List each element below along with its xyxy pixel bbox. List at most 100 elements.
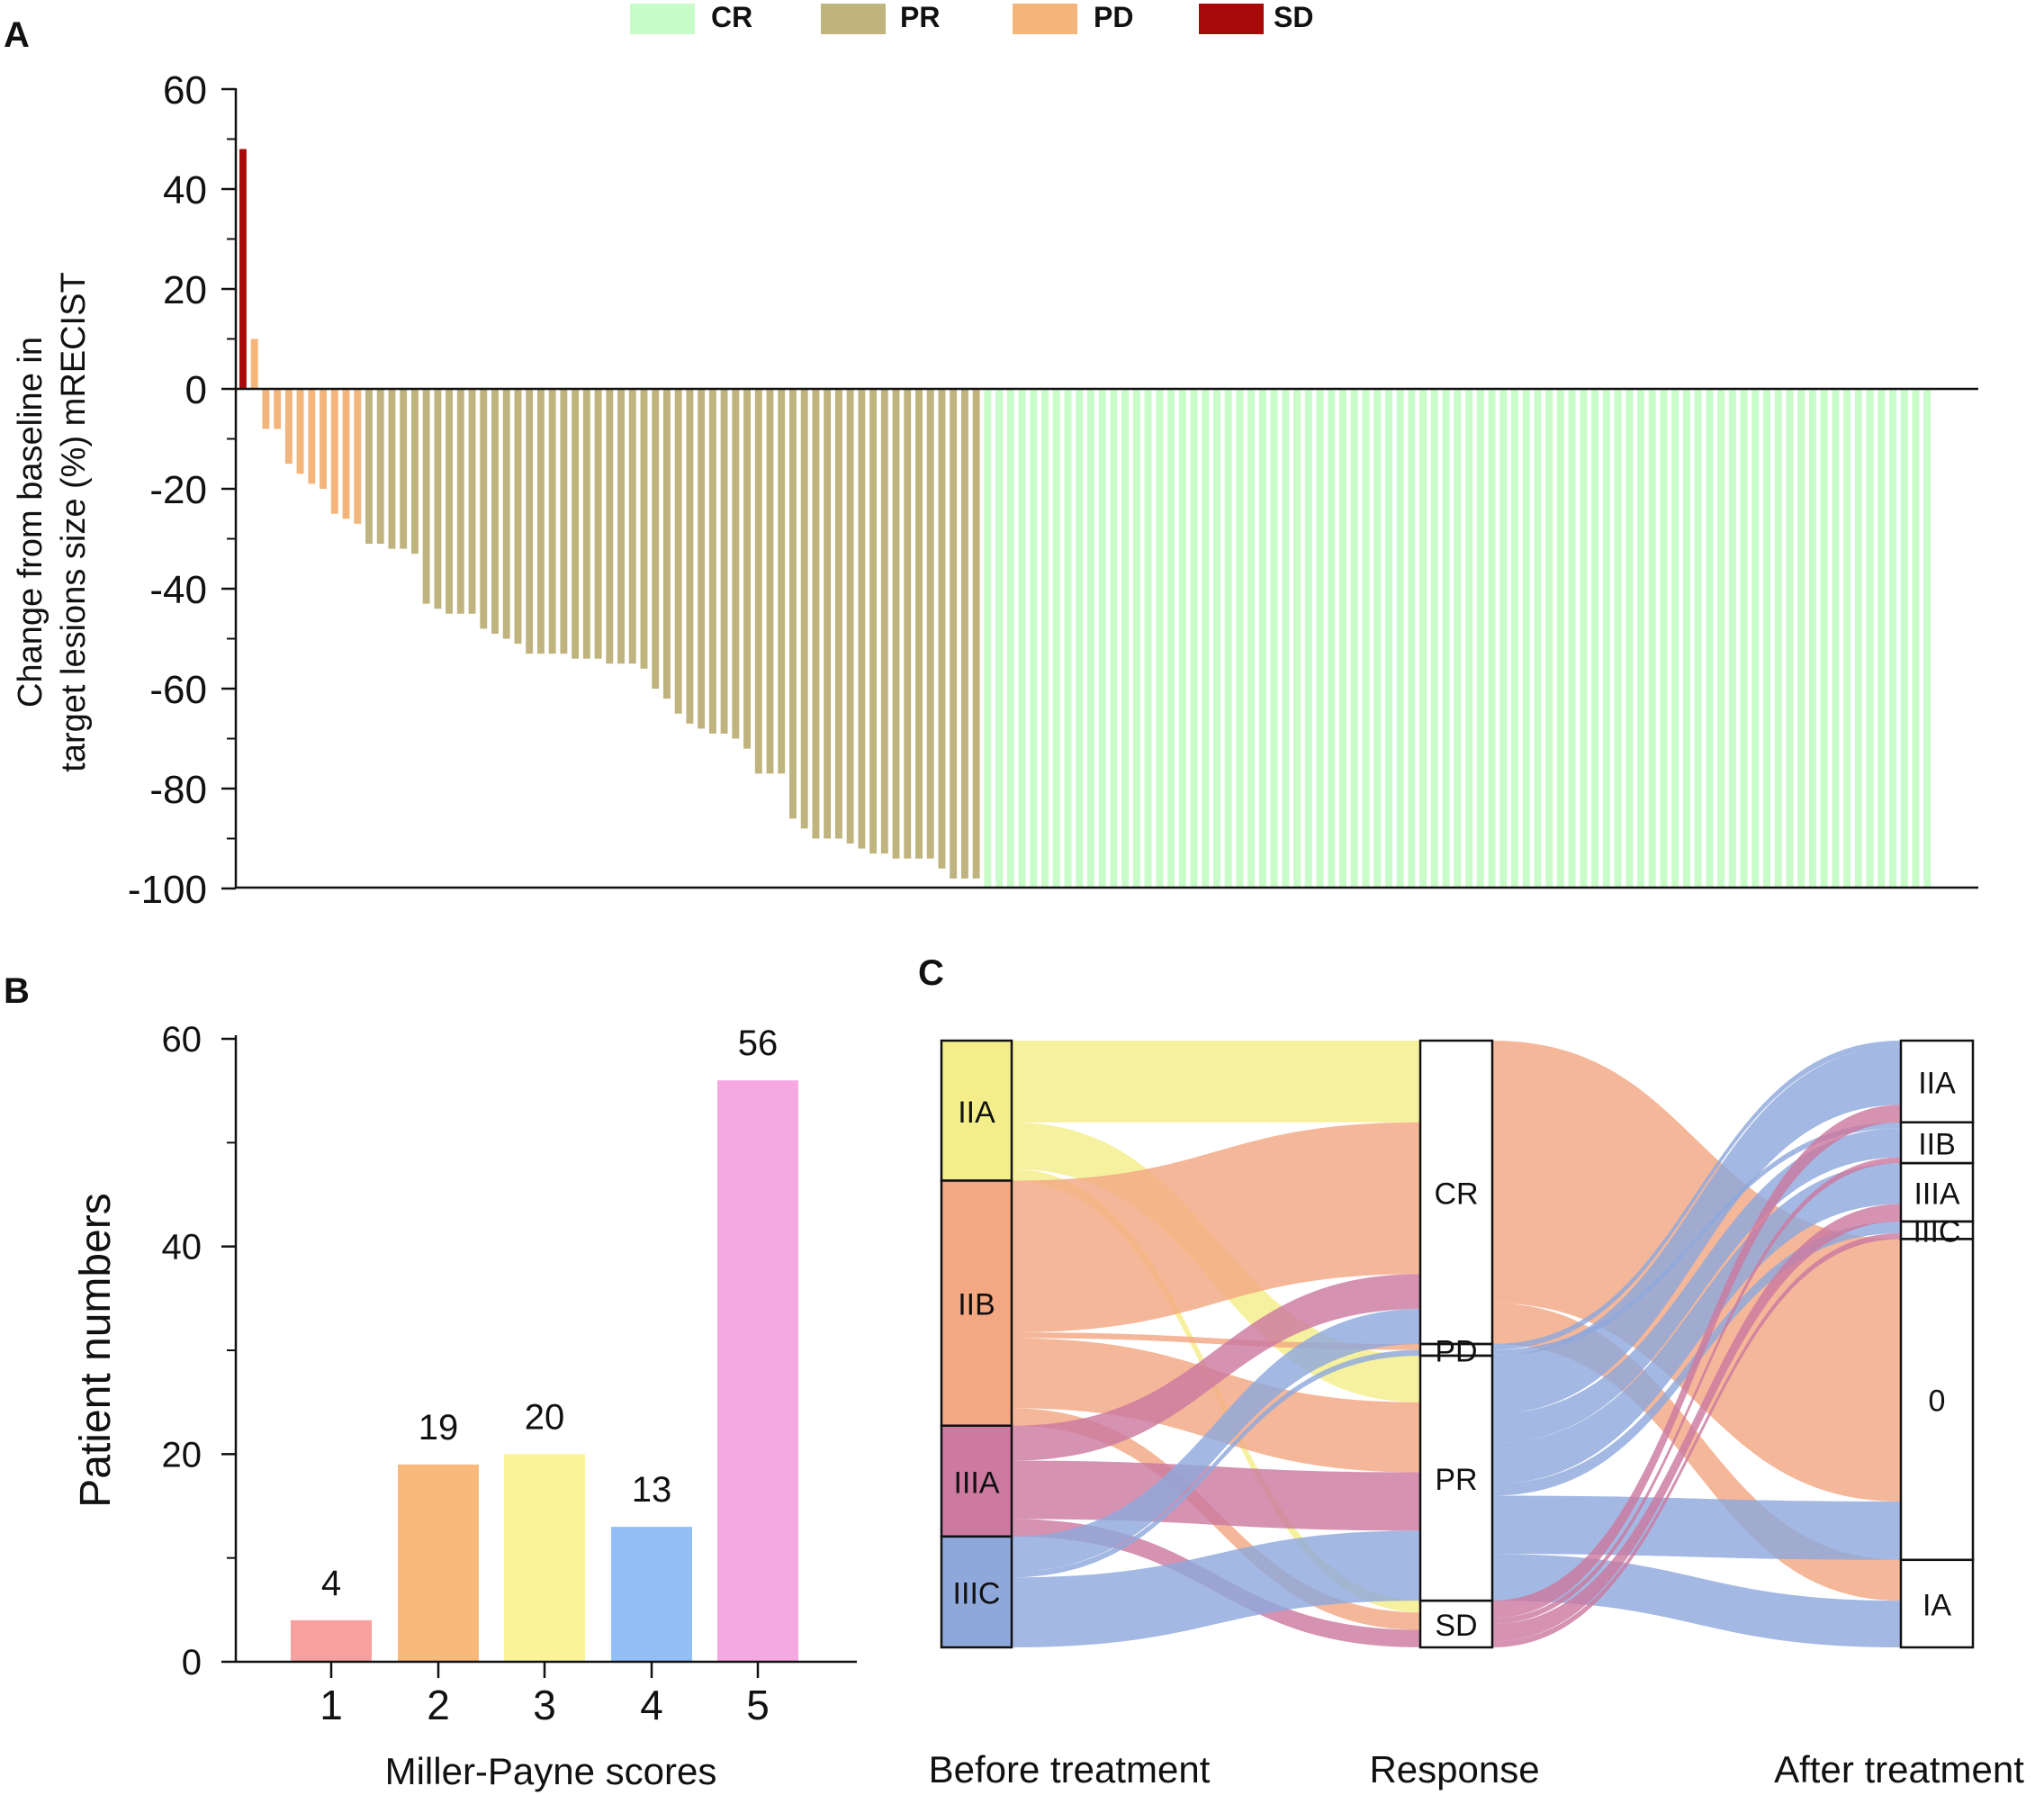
bar-cr	[1534, 389, 1542, 888]
legend-swatch-pd	[1013, 4, 1077, 34]
bar-cr	[1786, 389, 1794, 888]
bar-pr	[754, 389, 762, 774]
bar-cr	[1213, 389, 1220, 888]
sankey-link	[1492, 1495, 1901, 1560]
bar-pr	[446, 389, 454, 614]
sankey-link	[1012, 1041, 1420, 1123]
bar-pr	[572, 389, 580, 659]
bar-pd	[250, 338, 258, 389]
sankey-node-label: PD	[1435, 1334, 1477, 1368]
bar-cr	[1293, 389, 1301, 888]
sankey-diagram: IIAIIBIIIAIIICCRPDPRSDIIAIIBIIIAIIIC0IA …	[929, 1039, 2024, 1790]
bar-cr	[1339, 389, 1346, 888]
bar-cr	[984, 389, 992, 888]
bar-cr	[1476, 389, 1484, 888]
bar-pr	[640, 389, 648, 669]
bar-cr	[1408, 389, 1416, 888]
bar-pr	[698, 389, 706, 729]
bar-cr	[1923, 389, 1931, 888]
x-tick-label-b: 2	[427, 1682, 450, 1728]
stage-label-response: Response	[1369, 1748, 1539, 1790]
bar-sd	[239, 149, 247, 389]
bar-cr	[1900, 389, 1908, 888]
bar-cr	[1018, 389, 1026, 888]
bar-cr	[1087, 389, 1094, 888]
bar-pr	[606, 389, 614, 664]
bar-pr	[972, 389, 980, 879]
bar-cr	[1580, 389, 1588, 888]
x-axis-title-b: Miller-Payne scores	[385, 1750, 717, 1792]
sankey-link	[1012, 1274, 1420, 1461]
bar-pr	[365, 389, 373, 545]
bar-pr	[720, 389, 728, 734]
bar-score-5	[717, 1080, 798, 1662]
bar-cr	[1132, 389, 1140, 888]
bar-cr	[1430, 389, 1438, 888]
sankey-link	[1012, 1122, 1420, 1333]
bar-cr	[1270, 389, 1278, 888]
panel-label-a: A	[4, 15, 30, 55]
bar-cr	[1820, 389, 1828, 888]
bar-pr	[686, 389, 694, 724]
sankey-link	[1012, 1309, 1420, 1572]
legend: CR PR PD SD	[630, 1, 1313, 34]
bar-cr	[1419, 389, 1427, 888]
stage-label-before: Before treatment	[929, 1748, 1211, 1790]
bar-pr	[456, 389, 464, 614]
bar-cr	[1236, 389, 1244, 888]
bar-cr	[1064, 389, 1072, 888]
bar-pd	[262, 389, 270, 429]
bar-cr	[1866, 389, 1874, 888]
bar-pr	[915, 389, 923, 859]
bar-score-2	[398, 1464, 479, 1662]
bar-cr	[1121, 389, 1130, 888]
bar-pd	[342, 389, 350, 519]
bar-value-label: 19	[419, 1408, 459, 1448]
bar-cr	[1637, 389, 1644, 888]
y-tick-label-a: 40	[163, 168, 207, 212]
bar-pr	[824, 389, 832, 839]
bar-cr	[1041, 389, 1049, 888]
sankey-links	[1012, 1041, 1901, 1647]
bar-cr	[1660, 389, 1668, 888]
bar-score-1	[291, 1619, 372, 1662]
bar-cr	[1832, 389, 1840, 888]
bar-pr	[926, 389, 934, 859]
panel-label-c: C	[918, 953, 944, 993]
bar-pd	[320, 389, 327, 489]
bar-cr	[1144, 389, 1152, 888]
bar-cr	[1362, 389, 1370, 888]
bar-cr	[1808, 389, 1816, 888]
bar-cr	[1052, 389, 1060, 888]
sankey-node-label: IIB	[958, 1288, 995, 1322]
y-tick-label-b: 20	[162, 1435, 203, 1475]
sankey-node-label: IIIC	[953, 1576, 1001, 1610]
y-tick-label-a: -40	[149, 568, 207, 612]
y-tick-label-a: -100	[128, 868, 207, 912]
y-axis-title-line2-a: target lesions size (%) mRECIST	[55, 272, 93, 771]
x-tick-label-b: 3	[533, 1682, 556, 1728]
bar-cr	[1304, 389, 1312, 888]
bar-cr	[1258, 389, 1266, 888]
sankey-link	[1492, 1204, 1901, 1642]
bar-cr	[1202, 389, 1210, 888]
legend-label-cr: CR	[711, 1, 752, 33]
bar-cr	[1396, 389, 1404, 888]
y-ticks-a: 60 40 20 0 -20 -40 -60 -80 -100	[128, 68, 236, 912]
sankey-link	[1012, 1460, 1420, 1531]
bar-pd	[296, 389, 304, 474]
bar-pr	[536, 389, 545, 654]
sankey-node-label: IIIC	[1913, 1215, 1961, 1249]
bar-pr	[812, 389, 820, 839]
bar-cr	[1843, 389, 1851, 888]
bar-score-4	[611, 1527, 692, 1662]
sankey-node-label: IIA	[958, 1096, 995, 1130]
bar-cr	[1110, 389, 1118, 888]
y-tick-label-a: 60	[163, 68, 207, 113]
mp-bars: 4 19 20 13 56	[291, 1024, 798, 1662]
y-axis-title-b: Patient numbers	[72, 1193, 120, 1508]
bar-pr	[582, 389, 590, 659]
bar-cr	[1511, 389, 1518, 888]
bar-pd	[354, 389, 362, 524]
